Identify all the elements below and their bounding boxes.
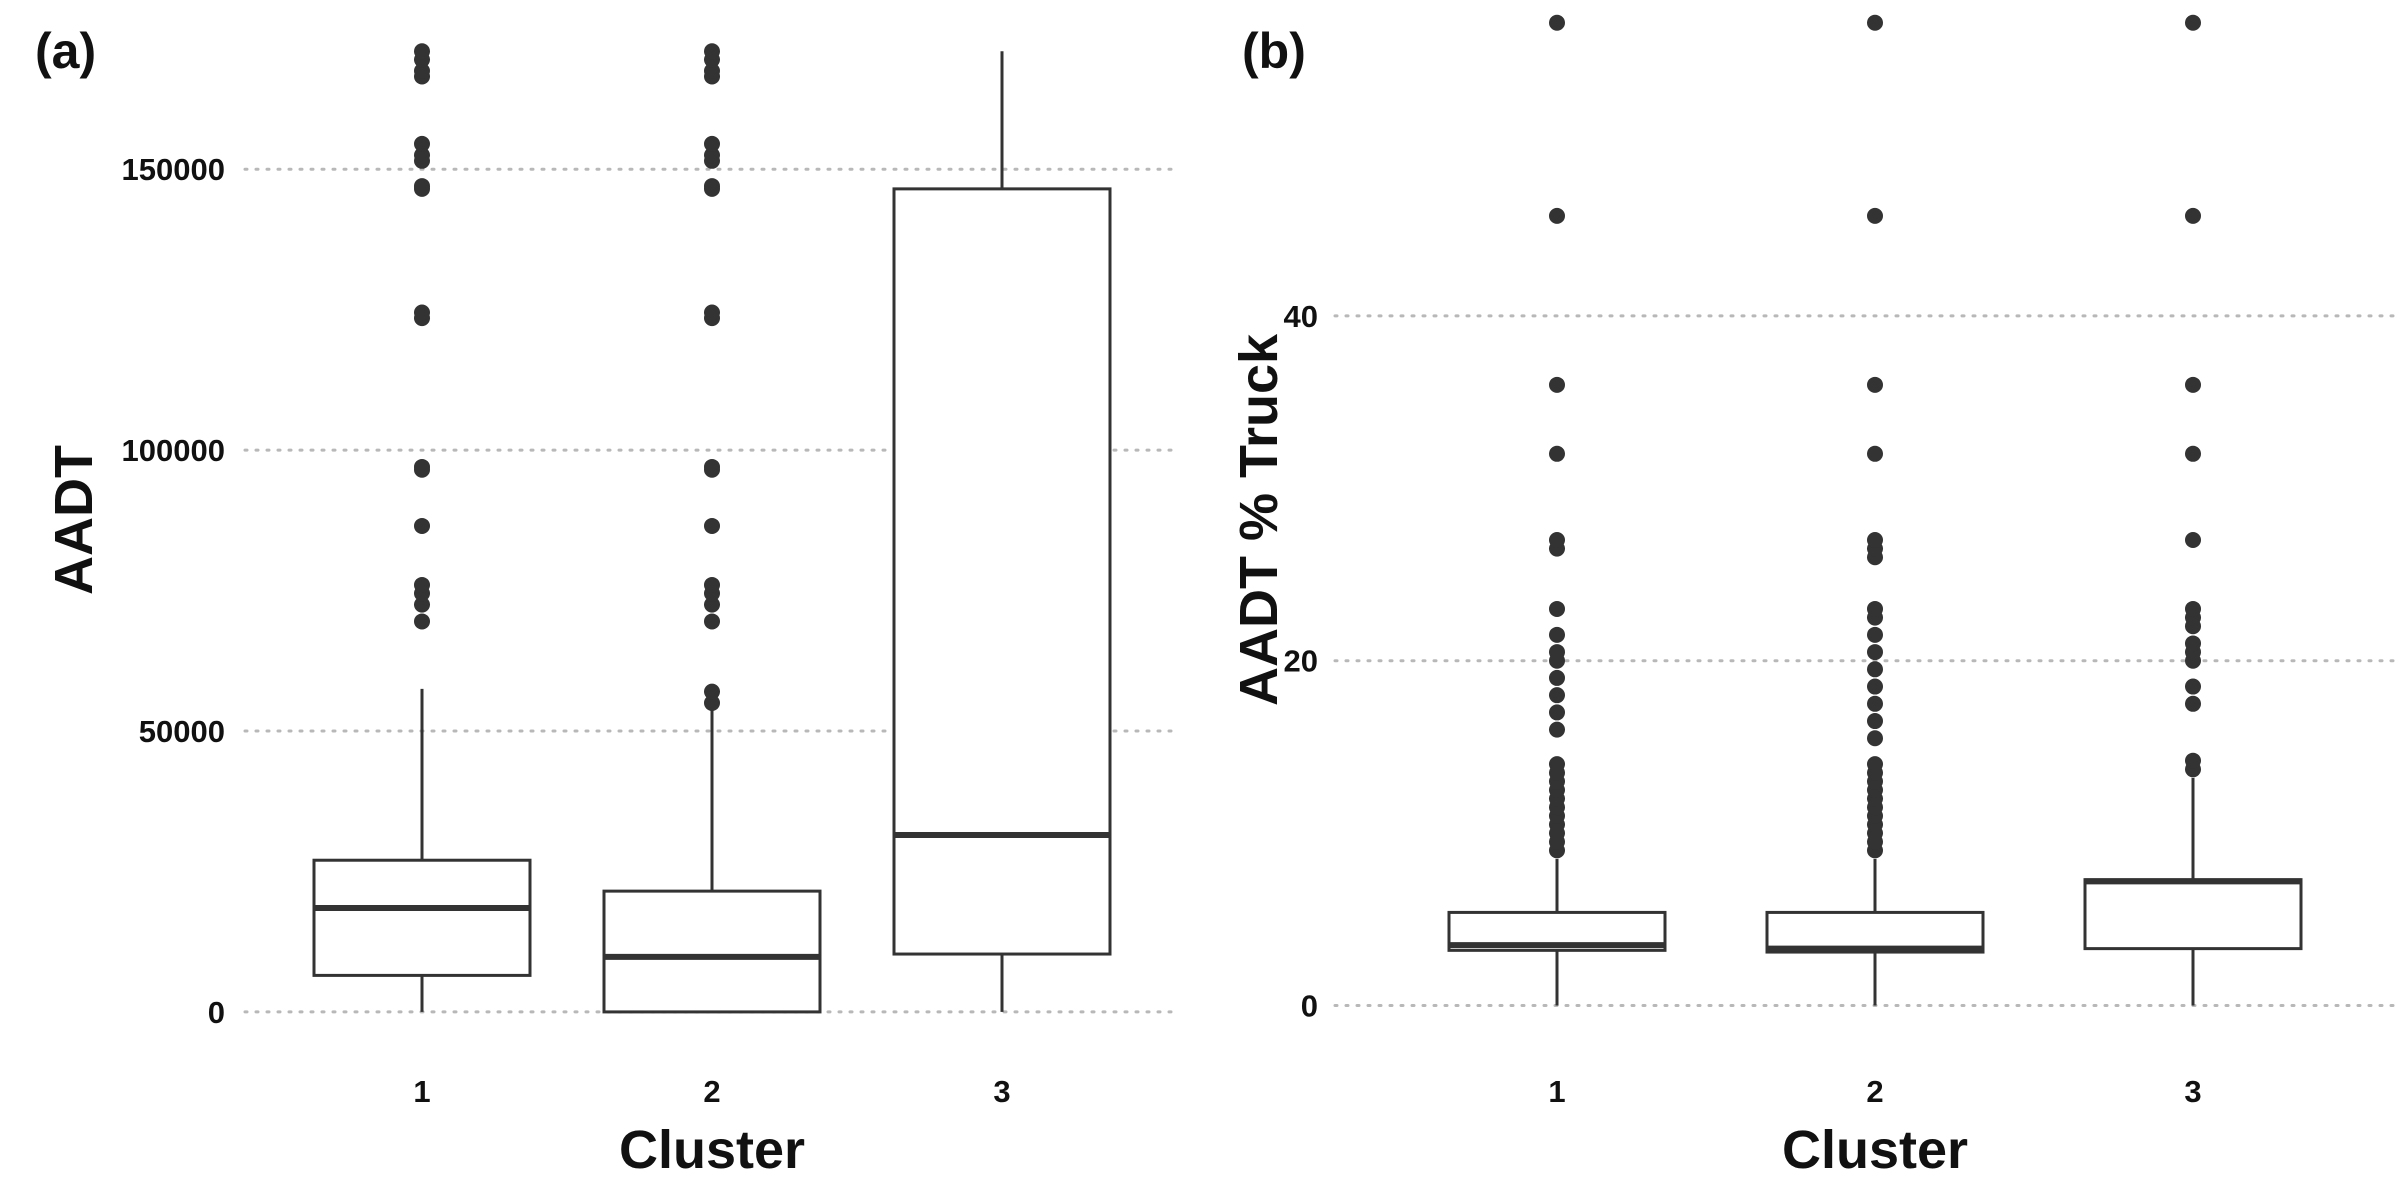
panel-b-y-tick-label: 0 <box>1301 989 1318 1024</box>
outlier-point <box>1549 704 1565 721</box>
box-iqr <box>1765 910 1985 954</box>
panel-b: (b) AADT % Truck Cluster 0 20 40 1 2 3 <box>1229 14 2400 1180</box>
outlier-point <box>704 304 720 321</box>
panel-a-x-tick-label: 2 <box>703 1074 720 1109</box>
panel-a-x-tick-label: 3 <box>993 1074 1010 1109</box>
outlier-point <box>414 135 430 152</box>
panel-a-x-tick-label: 1 <box>413 1074 430 1109</box>
outlier-point <box>1867 644 1883 661</box>
outlier-point <box>1549 445 1565 462</box>
panel-a-y-tick-label: 100000 <box>122 433 225 468</box>
outlier-point <box>414 43 430 60</box>
panel-b-x-tick-label: 1 <box>1548 1074 1565 1109</box>
outlier-point <box>1867 661 1883 678</box>
panel-a-x-axis-title: Cluster <box>619 1120 805 1180</box>
outlier-point <box>2185 14 2201 31</box>
panel-b-x-tick-label: 2 <box>1866 1074 1883 1109</box>
outlier-point <box>704 135 720 152</box>
outlier-point <box>2185 600 2201 617</box>
outlier-point <box>1867 532 1883 548</box>
outlier-point <box>704 694 720 711</box>
outlier-point <box>414 596 430 613</box>
outlier-point <box>414 517 430 534</box>
outlier-point <box>414 613 430 630</box>
panel-b-label: (b) <box>1242 23 1306 79</box>
outlier-point <box>704 613 720 630</box>
outlier-point <box>2185 695 2201 712</box>
outlier-point <box>1549 721 1565 738</box>
outlier-point <box>2185 445 2201 462</box>
panel-a-y-axis-title: AADT <box>44 445 104 595</box>
box-iqr <box>602 889 822 1014</box>
panel-b-y-axis-title: AADT % Truck <box>1229 333 1289 706</box>
outlier-point <box>1549 756 1565 773</box>
panel-a-box-1 <box>312 43 532 1012</box>
outlier-point <box>414 458 430 475</box>
panel-b-plot: 0 20 40 1 2 3 <box>1284 14 2400 1109</box>
outlier-point <box>704 683 720 700</box>
outlier-point <box>2185 532 2201 548</box>
panel-a-y-tick-label: 0 <box>208 995 225 1030</box>
outlier-point <box>2185 207 2201 224</box>
panel-a-y-tick-label: 150000 <box>122 152 225 187</box>
outlier-point <box>2185 678 2201 695</box>
outlier-point <box>704 43 720 60</box>
panel-b-box-3 <box>2083 14 2303 1006</box>
outlier-point <box>1867 695 1883 712</box>
box-iqr <box>2083 878 2303 951</box>
outlier-point <box>1867 713 1883 730</box>
outlier-point <box>1867 207 1883 224</box>
box-iqr <box>892 187 1112 956</box>
outlier-point <box>1867 445 1883 462</box>
outlier-point <box>414 147 430 164</box>
panel-b-x-axis-title: Cluster <box>1782 1120 1968 1180</box>
outlier-point <box>1867 14 1883 31</box>
outlier-point <box>1549 376 1565 393</box>
panel-a-box-3 <box>892 51 1112 1012</box>
outlier-point <box>1549 600 1565 617</box>
panel-b-y-tick-label: 40 <box>1284 299 1318 334</box>
panel-a: (a) AADT Cluster 0 50000 100000 150000 1 2 3 <box>35 23 1177 1180</box>
box-iqr <box>312 858 532 977</box>
panel-a-label: (a) <box>35 23 96 79</box>
outlier-point <box>1549 207 1565 224</box>
outlier-point <box>704 458 720 475</box>
outlier-point <box>414 304 430 321</box>
outlier-point <box>1867 730 1883 747</box>
panel-b-box-1 <box>1447 14 1667 1006</box>
outlier-point <box>1867 678 1883 695</box>
panel-b-y-tick-label: 20 <box>1284 644 1318 679</box>
outlier-point <box>2185 752 2201 769</box>
panel-a-y-tick-label: 50000 <box>139 714 225 749</box>
outlier-point <box>1867 376 1883 393</box>
panel-a-box-2 <box>602 43 822 1014</box>
outlier-point <box>704 62 720 79</box>
panel-b-x-tick-label: 3 <box>2184 1074 2201 1109</box>
panel-a-plot: 0 50000 100000 150000 1 2 3 <box>122 43 1177 1109</box>
outlier-point <box>2185 635 2201 652</box>
outlier-point <box>414 62 430 79</box>
outlier-point <box>1549 669 1565 686</box>
outlier-point <box>1549 532 1565 548</box>
outlier-point <box>704 596 720 613</box>
outlier-point <box>1867 756 1883 773</box>
outlier-point <box>1549 14 1565 31</box>
outlier-point <box>414 178 430 195</box>
outlier-point <box>704 147 720 164</box>
outlier-point <box>704 517 720 534</box>
outlier-point <box>1549 626 1565 643</box>
panel-b-box-2 <box>1765 14 1985 1006</box>
outlier-point <box>414 576 430 593</box>
outlier-point <box>1549 687 1565 704</box>
outlier-point <box>1867 626 1883 643</box>
outlier-point <box>704 576 720 593</box>
outlier-point <box>1549 644 1565 661</box>
outlier-point <box>1867 600 1883 617</box>
outlier-point <box>2185 376 2201 393</box>
outlier-point <box>704 178 720 195</box>
